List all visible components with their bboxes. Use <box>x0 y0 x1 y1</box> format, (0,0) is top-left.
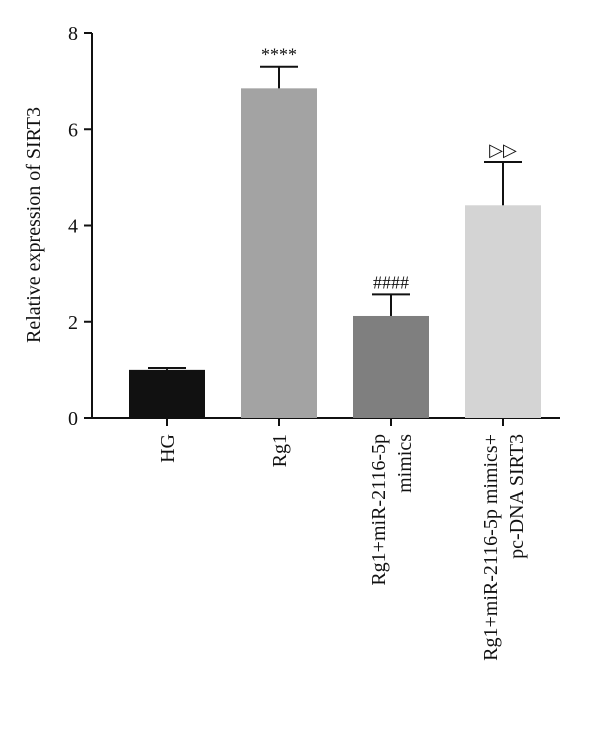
significance-annotation: **** <box>261 45 297 65</box>
category-label-line: HG <box>157 434 179 463</box>
category-label-line: Rg1+miR-2116-5p <box>368 434 390 586</box>
category-label: Rg1+miR-2116-5p mimics <box>368 434 416 586</box>
significance-annotation: ▷▷ <box>489 140 517 160</box>
bar <box>129 369 205 418</box>
y-tick-label: 6 <box>68 119 78 141</box>
bar <box>465 205 541 418</box>
y-tick-label: 2 <box>68 312 78 334</box>
y-axis-title: Relative expression of SIRT3 <box>23 107 45 343</box>
category-label-line: Rg1 <box>269 434 291 467</box>
category-labels: HG Rg1 Rg1+miR-2116-5p mimics Rg1+miR-2116-5… <box>157 434 528 661</box>
category-label: Rg1 <box>269 434 291 467</box>
x-axis <box>92 417 560 426</box>
bar <box>241 88 317 418</box>
category-label-line: pc-DNA SIRT3 <box>506 434 528 559</box>
bars <box>129 88 541 418</box>
category-label: Rg1+miR-2116-5p mimics+ pc-DNA SIRT3 <box>480 434 528 661</box>
category-label-line: Rg1+miR-2116-5p mimics+ <box>480 434 502 661</box>
error-bars <box>148 65 522 370</box>
significance-annotation: #### <box>373 272 409 292</box>
bar <box>353 315 429 418</box>
category-label: HG <box>157 434 179 463</box>
category-label-line: mimics <box>394 434 416 493</box>
y-tick-label: 0 <box>68 408 78 430</box>
y-tick-label: 4 <box>68 216 78 238</box>
y-tick-label: 8 <box>68 23 78 45</box>
y-axis: 0 2 4 6 8 <box>68 23 93 430</box>
significance-annotations: **** #### ▷▷ <box>261 45 517 293</box>
